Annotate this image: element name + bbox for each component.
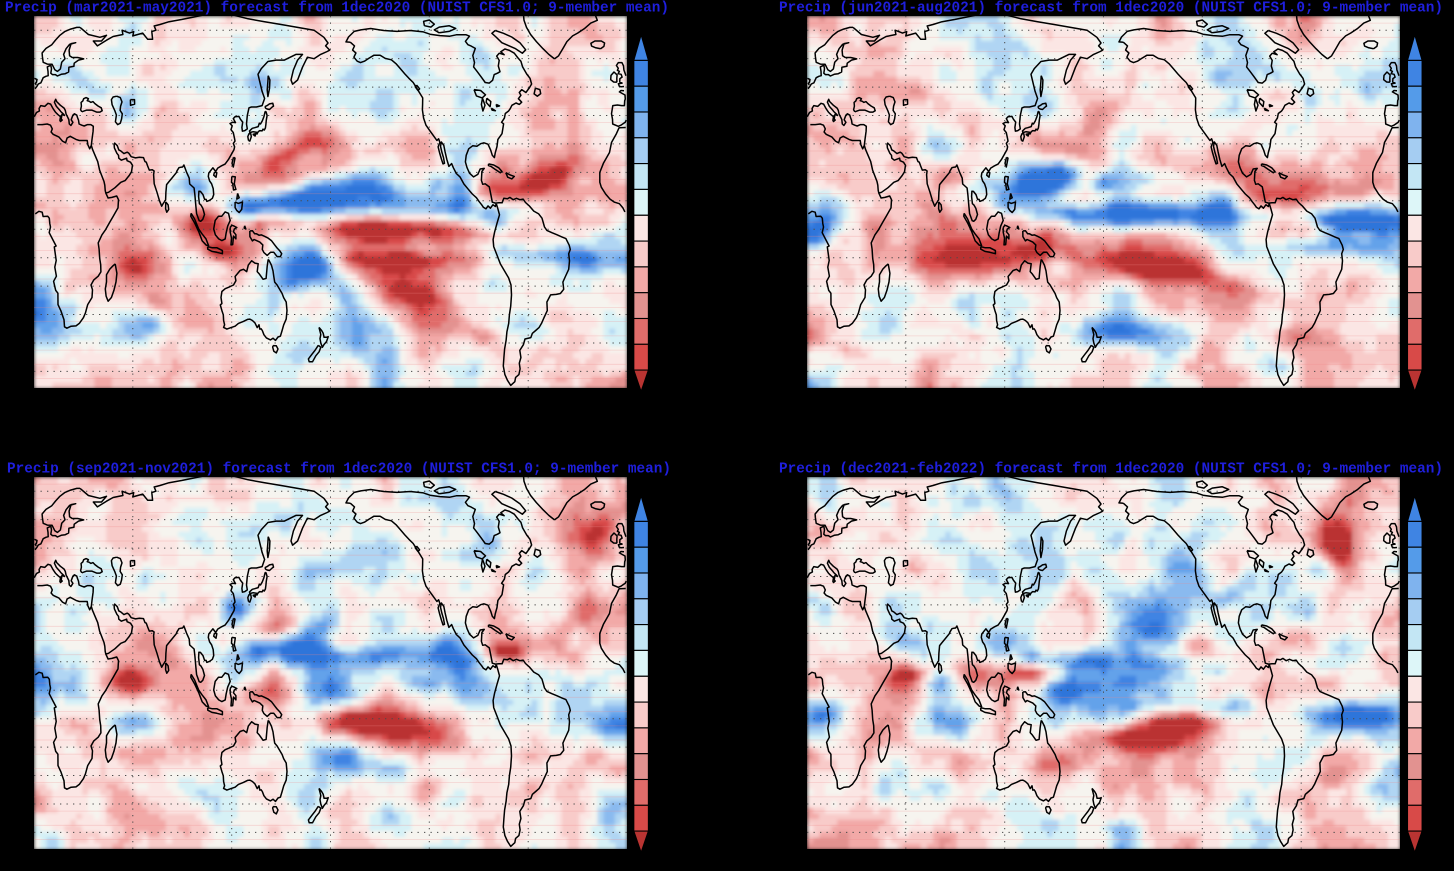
svg-text:Precip (sep2021-nov2021) forec: Precip (sep2021-nov2021) forecast from 1… xyxy=(7,462,671,478)
svg-text:Precip (mar2021-may2021) forec: Precip (mar2021-may2021) forecast from 1… xyxy=(5,1,669,17)
svg-text:Precip (jun2021-aug2021) forec: Precip (jun2021-aug2021) forecast from 1… xyxy=(779,1,1443,17)
svg-text:Precip (dec2021-feb2022) forec: Precip (dec2021-feb2022) forecast from 1… xyxy=(779,462,1443,478)
